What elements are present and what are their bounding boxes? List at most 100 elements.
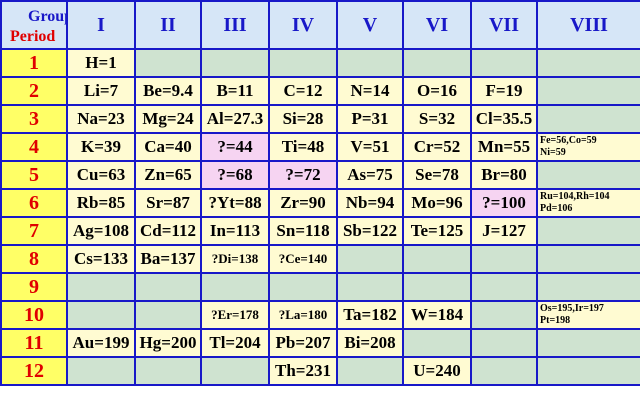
element-cell: Se=78 xyxy=(402,160,472,190)
period-row: 8 Cs=133 Ba=137 ?Di=138 ?Ce=140 xyxy=(0,244,640,274)
empty-cell xyxy=(200,48,270,78)
empty-cell xyxy=(134,356,202,386)
empty-cell xyxy=(66,272,136,302)
element-cell: Mn=55 xyxy=(470,132,538,162)
element-cell: J=127 xyxy=(470,216,538,246)
period-row: 5 Cu=63 Zn=65 ?=68 ?=72 As=75 Se=78 Br=80 xyxy=(0,160,640,190)
element-line: Pt=198 xyxy=(540,315,571,326)
element-cell: Na=23 xyxy=(66,104,136,134)
empty-cell xyxy=(66,300,136,330)
period-row: 4 K=39 Ca=40 ?=44 Ti=48 V=51 Cr=52 Mn=55 Fe=56,C… xyxy=(0,132,640,162)
element-cell: ?=72 xyxy=(268,160,338,190)
element-cell: ?La=180 xyxy=(268,300,338,330)
element-line: Pd=106 xyxy=(540,203,573,214)
empty-cell xyxy=(402,272,472,302)
period-row: 2 Li=7 Be=9.4 B=11 C=12 N=14 O=16 F=19 xyxy=(0,76,640,106)
element-cell: Cl=35.5 xyxy=(470,104,538,134)
element-cell: Cu=63 xyxy=(66,160,136,190)
group-header: IV xyxy=(268,0,338,50)
period-number: 8 xyxy=(0,244,68,274)
empty-cell xyxy=(200,272,270,302)
empty-cell xyxy=(336,356,404,386)
element-line: Fe=56,Co=59 xyxy=(540,135,597,146)
element-cell: Zr=90 xyxy=(268,188,338,218)
empty-cell xyxy=(134,48,202,78)
element-cell: C=12 xyxy=(268,76,338,106)
element-cell: Cr=52 xyxy=(402,132,472,162)
element-cell: Bi=208 xyxy=(336,328,404,358)
element-cell: Ti=48 xyxy=(268,132,338,162)
empty-cell xyxy=(134,300,202,330)
empty-cell xyxy=(402,244,472,274)
group-header: II xyxy=(134,0,202,50)
period-row: 12 Th=231 U=240 xyxy=(0,356,640,386)
empty-cell xyxy=(536,76,640,106)
element-cell: Ba=137 xyxy=(134,244,202,274)
empty-cell xyxy=(470,356,538,386)
element-line: Ru=104,Rh=104 xyxy=(540,191,610,202)
empty-cell xyxy=(336,244,404,274)
empty-cell xyxy=(134,272,202,302)
element-cell: B=11 xyxy=(200,76,270,106)
empty-cell xyxy=(268,48,338,78)
empty-cell xyxy=(402,48,472,78)
element-cell: S=32 xyxy=(402,104,472,134)
element-cell: U=240 xyxy=(402,356,472,386)
period-number: 12 xyxy=(0,356,68,386)
element-group-cell: Ru=104,Rh=104 Pd=106 xyxy=(536,188,640,218)
element-cell: Mg=24 xyxy=(134,104,202,134)
element-line: Ni=59 xyxy=(540,147,566,158)
element-cell: As=75 xyxy=(336,160,404,190)
element-group-cell: Os=195,Ir=197 Pt=198 xyxy=(536,300,640,330)
period-row: 11 Au=199 Hg=200 Tl=204 Pb=207 Bi=208 xyxy=(0,328,640,358)
element-cell: Si=28 xyxy=(268,104,338,134)
element-cell: Br=80 xyxy=(470,160,538,190)
element-cell: Mo=96 xyxy=(402,188,472,218)
empty-cell xyxy=(536,160,640,190)
period-row: 6 Rb=85 Sr=87 ?Yt=88 Zr=90 Nb=94 Mo=96 ?=100 Ru=… xyxy=(0,188,640,218)
element-cell: Al=27.3 xyxy=(200,104,270,134)
element-cell: Ta=182 xyxy=(336,300,404,330)
element-cell: Be=9.4 xyxy=(134,76,202,106)
period-number: 2 xyxy=(0,76,68,106)
element-line: Os=195,Ir=197 xyxy=(540,303,604,314)
empty-cell xyxy=(536,356,640,386)
empty-cell xyxy=(336,48,404,78)
period-number: 1 xyxy=(0,48,68,78)
period-label: Period xyxy=(10,28,56,45)
element-cell: Rb=85 xyxy=(66,188,136,218)
element-cell: Sb=122 xyxy=(336,216,404,246)
period-number: 3 xyxy=(0,104,68,134)
period-number: 10 xyxy=(0,300,68,330)
period-number: 4 xyxy=(0,132,68,162)
period-row: 1 H=1 xyxy=(0,48,640,78)
period-number: 11 xyxy=(0,328,68,358)
period-row: 3 Na=23 Mg=24 Al=27.3 Si=28 P=31 S=32 Cl=35.5 xyxy=(0,104,640,134)
group-header: VI xyxy=(402,0,472,50)
element-cell: Tl=204 xyxy=(200,328,270,358)
element-group-cell: Fe=56,Co=59 Ni=59 xyxy=(536,132,640,162)
empty-cell xyxy=(402,328,472,358)
period-number: 9 xyxy=(0,272,68,302)
element-cell: O=16 xyxy=(402,76,472,106)
element-cell: ?Ce=140 xyxy=(268,244,338,274)
element-cell: W=184 xyxy=(402,300,472,330)
element-cell: Zn=65 xyxy=(134,160,202,190)
element-cell: ?Di=138 xyxy=(200,244,270,274)
element-cell: ?=100 xyxy=(470,188,538,218)
empty-cell xyxy=(536,272,640,302)
element-cell: N=14 xyxy=(336,76,404,106)
empty-cell xyxy=(536,328,640,358)
empty-cell xyxy=(470,244,538,274)
empty-cell xyxy=(200,356,270,386)
element-cell: ?Yt=88 xyxy=(200,188,270,218)
element-cell: Cs=133 xyxy=(66,244,136,274)
element-cell: Te=125 xyxy=(402,216,472,246)
period-number: 6 xyxy=(0,188,68,218)
element-cell: In=113 xyxy=(200,216,270,246)
empty-cell xyxy=(470,328,538,358)
